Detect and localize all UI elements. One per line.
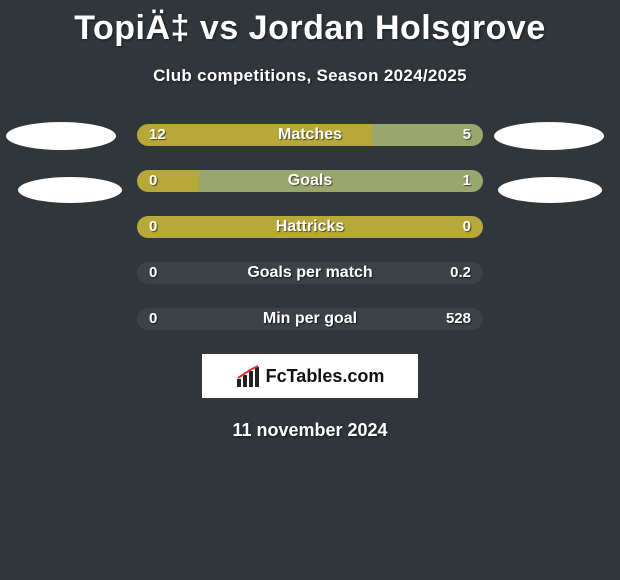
stat-value-right: 0.2 bbox=[450, 262, 471, 284]
player-photo-placeholder bbox=[498, 177, 602, 203]
stat-row: 125Matches bbox=[137, 124, 483, 146]
stat-row: 01Goals bbox=[137, 170, 483, 192]
page-subtitle: Club competitions, Season 2024/2025 bbox=[0, 66, 620, 86]
bar-left bbox=[137, 170, 199, 192]
stat-row: 00Hattricks bbox=[137, 216, 483, 238]
stat-value-left: 12 bbox=[149, 124, 166, 146]
stat-value-right: 0 bbox=[463, 216, 471, 238]
date-label: 11 november 2024 bbox=[0, 420, 620, 441]
player-photo-placeholder bbox=[6, 122, 116, 150]
player-photo-placeholder bbox=[494, 122, 604, 150]
fctables-logo[interactable]: FcTables.com bbox=[202, 354, 418, 398]
stat-value-left: 0 bbox=[149, 308, 157, 330]
stat-value-right: 1 bbox=[463, 170, 471, 192]
stat-value-right: 5 bbox=[463, 124, 471, 146]
bar-left bbox=[137, 124, 372, 146]
stat-row: 0528Min per goal bbox=[137, 308, 483, 330]
stat-value-left: 0 bbox=[149, 262, 157, 284]
page-title: TopiÄ‡ vs Jordan Holsgrove bbox=[0, 0, 620, 48]
logo-text: FcTables.com bbox=[266, 366, 385, 387]
stat-value-left: 0 bbox=[149, 216, 157, 238]
player-photo-placeholder bbox=[18, 177, 122, 203]
bar-left bbox=[137, 308, 483, 330]
stat-value-left: 0 bbox=[149, 170, 157, 192]
bar-chart-icon bbox=[236, 365, 262, 387]
bar-right bbox=[199, 170, 483, 192]
bar-left bbox=[137, 216, 483, 238]
stats-container: 125Matches01Goals00Hattricks00.2Goals pe… bbox=[137, 124, 483, 330]
stat-value-right: 528 bbox=[446, 308, 471, 330]
bar-left bbox=[137, 262, 483, 284]
stat-row: 00.2Goals per match bbox=[137, 262, 483, 284]
